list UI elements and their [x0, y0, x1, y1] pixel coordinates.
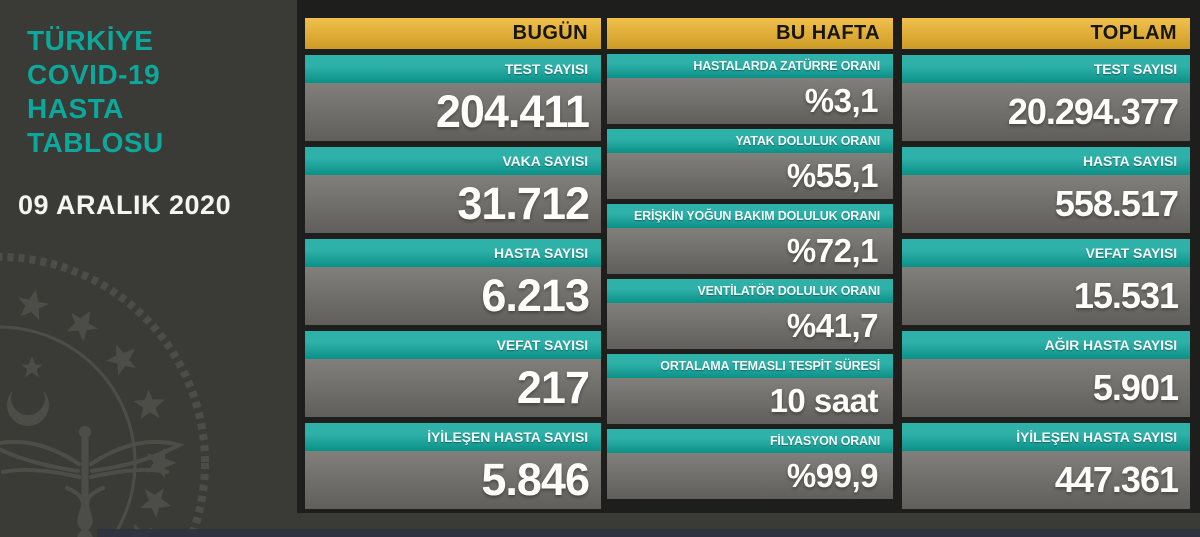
stat-cell: TEST SAYISI 204.411	[305, 55, 601, 141]
stat-value: 6.213	[305, 267, 601, 325]
bottom-ticker-bar	[97, 529, 1200, 537]
column-cells-bugun: TEST SAYISI 204.411 VAKA SAYISI 31.712 HASTA…	[305, 55, 601, 509]
stat-label: İYİLEŞEN HASTA SAYISI	[305, 423, 601, 451]
stats-board: BUGÜN TEST SAYISI 204.411 VAKA SAYISI 31.71…	[297, 0, 1200, 513]
stat-label: VAKA SAYISI	[305, 147, 601, 175]
stat-label: VEFAT SAYISI	[305, 331, 601, 359]
stat-value: 558.517	[902, 175, 1190, 233]
report-date: 09 ARALIK 2020	[18, 190, 232, 220]
crescent-star-icon	[7, 356, 49, 426]
column-header-bugun: BUGÜN	[305, 18, 601, 49]
column-header-bu-hafta: BU HAFTA	[607, 18, 893, 49]
stat-label: ORTALAMA TEMASLI TESPİT SÜRESİ	[607, 354, 893, 378]
column-toplam: TOPLAM TEST SAYISI 20.294.377 HASTA SAYISI…	[902, 18, 1190, 509]
stat-value: %41,7	[607, 303, 893, 349]
stat-value: %99,9	[607, 453, 893, 499]
stat-value: %55,1	[607, 153, 893, 199]
stat-value: 10 saat	[607, 378, 893, 424]
turkey-health-ministry-emblem-icon	[0, 253, 209, 537]
stat-cell: ORTALAMA TEMASLI TESPİT SÜRESİ 10 saat	[607, 354, 893, 424]
column-header-toplam: TOPLAM	[902, 18, 1190, 49]
stat-label: HASTA SAYISI	[902, 147, 1190, 175]
stat-value: %72,1	[607, 228, 893, 274]
stat-label: YATAK DOLULUK ORANI	[607, 129, 893, 153]
stat-label: VENTİLATÖR DOLULUK ORANI	[607, 279, 893, 303]
stat-value: 5.901	[902, 359, 1190, 417]
stat-value: 447.361	[902, 451, 1190, 509]
stat-cell: HASTALARDA ZATÜRRE ORANI %3,1	[607, 54, 893, 124]
page-title-line: TABLOSU	[27, 127, 164, 158]
stat-cell: ERİŞKİN YOĞUN BAKIM DOLULUK ORANI %72,1	[607, 204, 893, 274]
caduceus-icon	[0, 426, 185, 537]
page-title-line: TÜRKİYE	[27, 25, 154, 56]
stat-cell: YATAK DOLULUK ORANI %55,1	[607, 129, 893, 199]
page-title-line: HASTA	[27, 93, 124, 124]
stat-label: TEST SAYISI	[902, 55, 1190, 83]
stat-value: 20.294.377	[902, 83, 1190, 141]
stat-cell: VEFAT SAYISI 15.531	[902, 239, 1190, 325]
stat-label: İYİLEŞEN HASTA SAYISI	[902, 423, 1190, 451]
stat-label: AĞIR HASTA SAYISI	[902, 331, 1190, 359]
stat-label: ERİŞKİN YOĞUN BAKIM DOLULUK ORANI	[607, 204, 893, 228]
stat-label: HASTALARDA ZATÜRRE ORANI	[607, 54, 893, 78]
column-cells-toplam: TEST SAYISI 20.294.377 HASTA SAYISI 558.517…	[902, 55, 1190, 509]
stat-cell: VENTİLATÖR DOLULUK ORANI %41,7	[607, 279, 893, 349]
stat-cell: FİLYASYON ORANI %99,9	[607, 429, 893, 499]
stat-value: 15.531	[902, 267, 1190, 325]
stat-cell: VEFAT SAYISI 217	[305, 331, 601, 417]
stat-label: FİLYASYON ORANI	[607, 429, 893, 453]
column-bu-hafta: BU HAFTA HASTALARDA ZATÜRRE ORANI %3,1 YAT…	[607, 18, 893, 499]
stat-value: %3,1	[607, 78, 893, 124]
stat-value: 31.712	[305, 175, 601, 233]
column-cells-bu-hafta: HASTALARDA ZATÜRRE ORANI %3,1 YATAK DOLULU…	[607, 54, 893, 499]
stat-value: 217	[305, 359, 601, 417]
stat-cell: HASTA SAYISI 6.213	[305, 239, 601, 325]
stat-value: 5.846	[305, 451, 601, 509]
stat-cell: HASTA SAYISI 558.517	[902, 147, 1190, 233]
stat-cell: AĞIR HASTA SAYISI 5.901	[902, 331, 1190, 417]
stat-cell: TEST SAYISI 20.294.377	[902, 55, 1190, 141]
stat-cell: İYİLEŞEN HASTA SAYISI 447.361	[902, 423, 1190, 509]
stat-label: VEFAT SAYISI	[902, 239, 1190, 267]
stat-label: HASTA SAYISI	[305, 239, 601, 267]
stat-value: 204.411	[305, 83, 601, 141]
column-bugun: BUGÜN TEST SAYISI 204.411 VAKA SAYISI 31.71…	[305, 18, 601, 509]
stat-cell: VAKA SAYISI 31.712	[305, 147, 601, 233]
page-title-line: COVID-19	[27, 59, 161, 90]
page-title: TÜRKİYE COVID-19 HASTA TABLOSU	[27, 24, 164, 160]
stat-label: TEST SAYISI	[305, 55, 601, 83]
stat-cell: İYİLEŞEN HASTA SAYISI 5.846	[305, 423, 601, 509]
